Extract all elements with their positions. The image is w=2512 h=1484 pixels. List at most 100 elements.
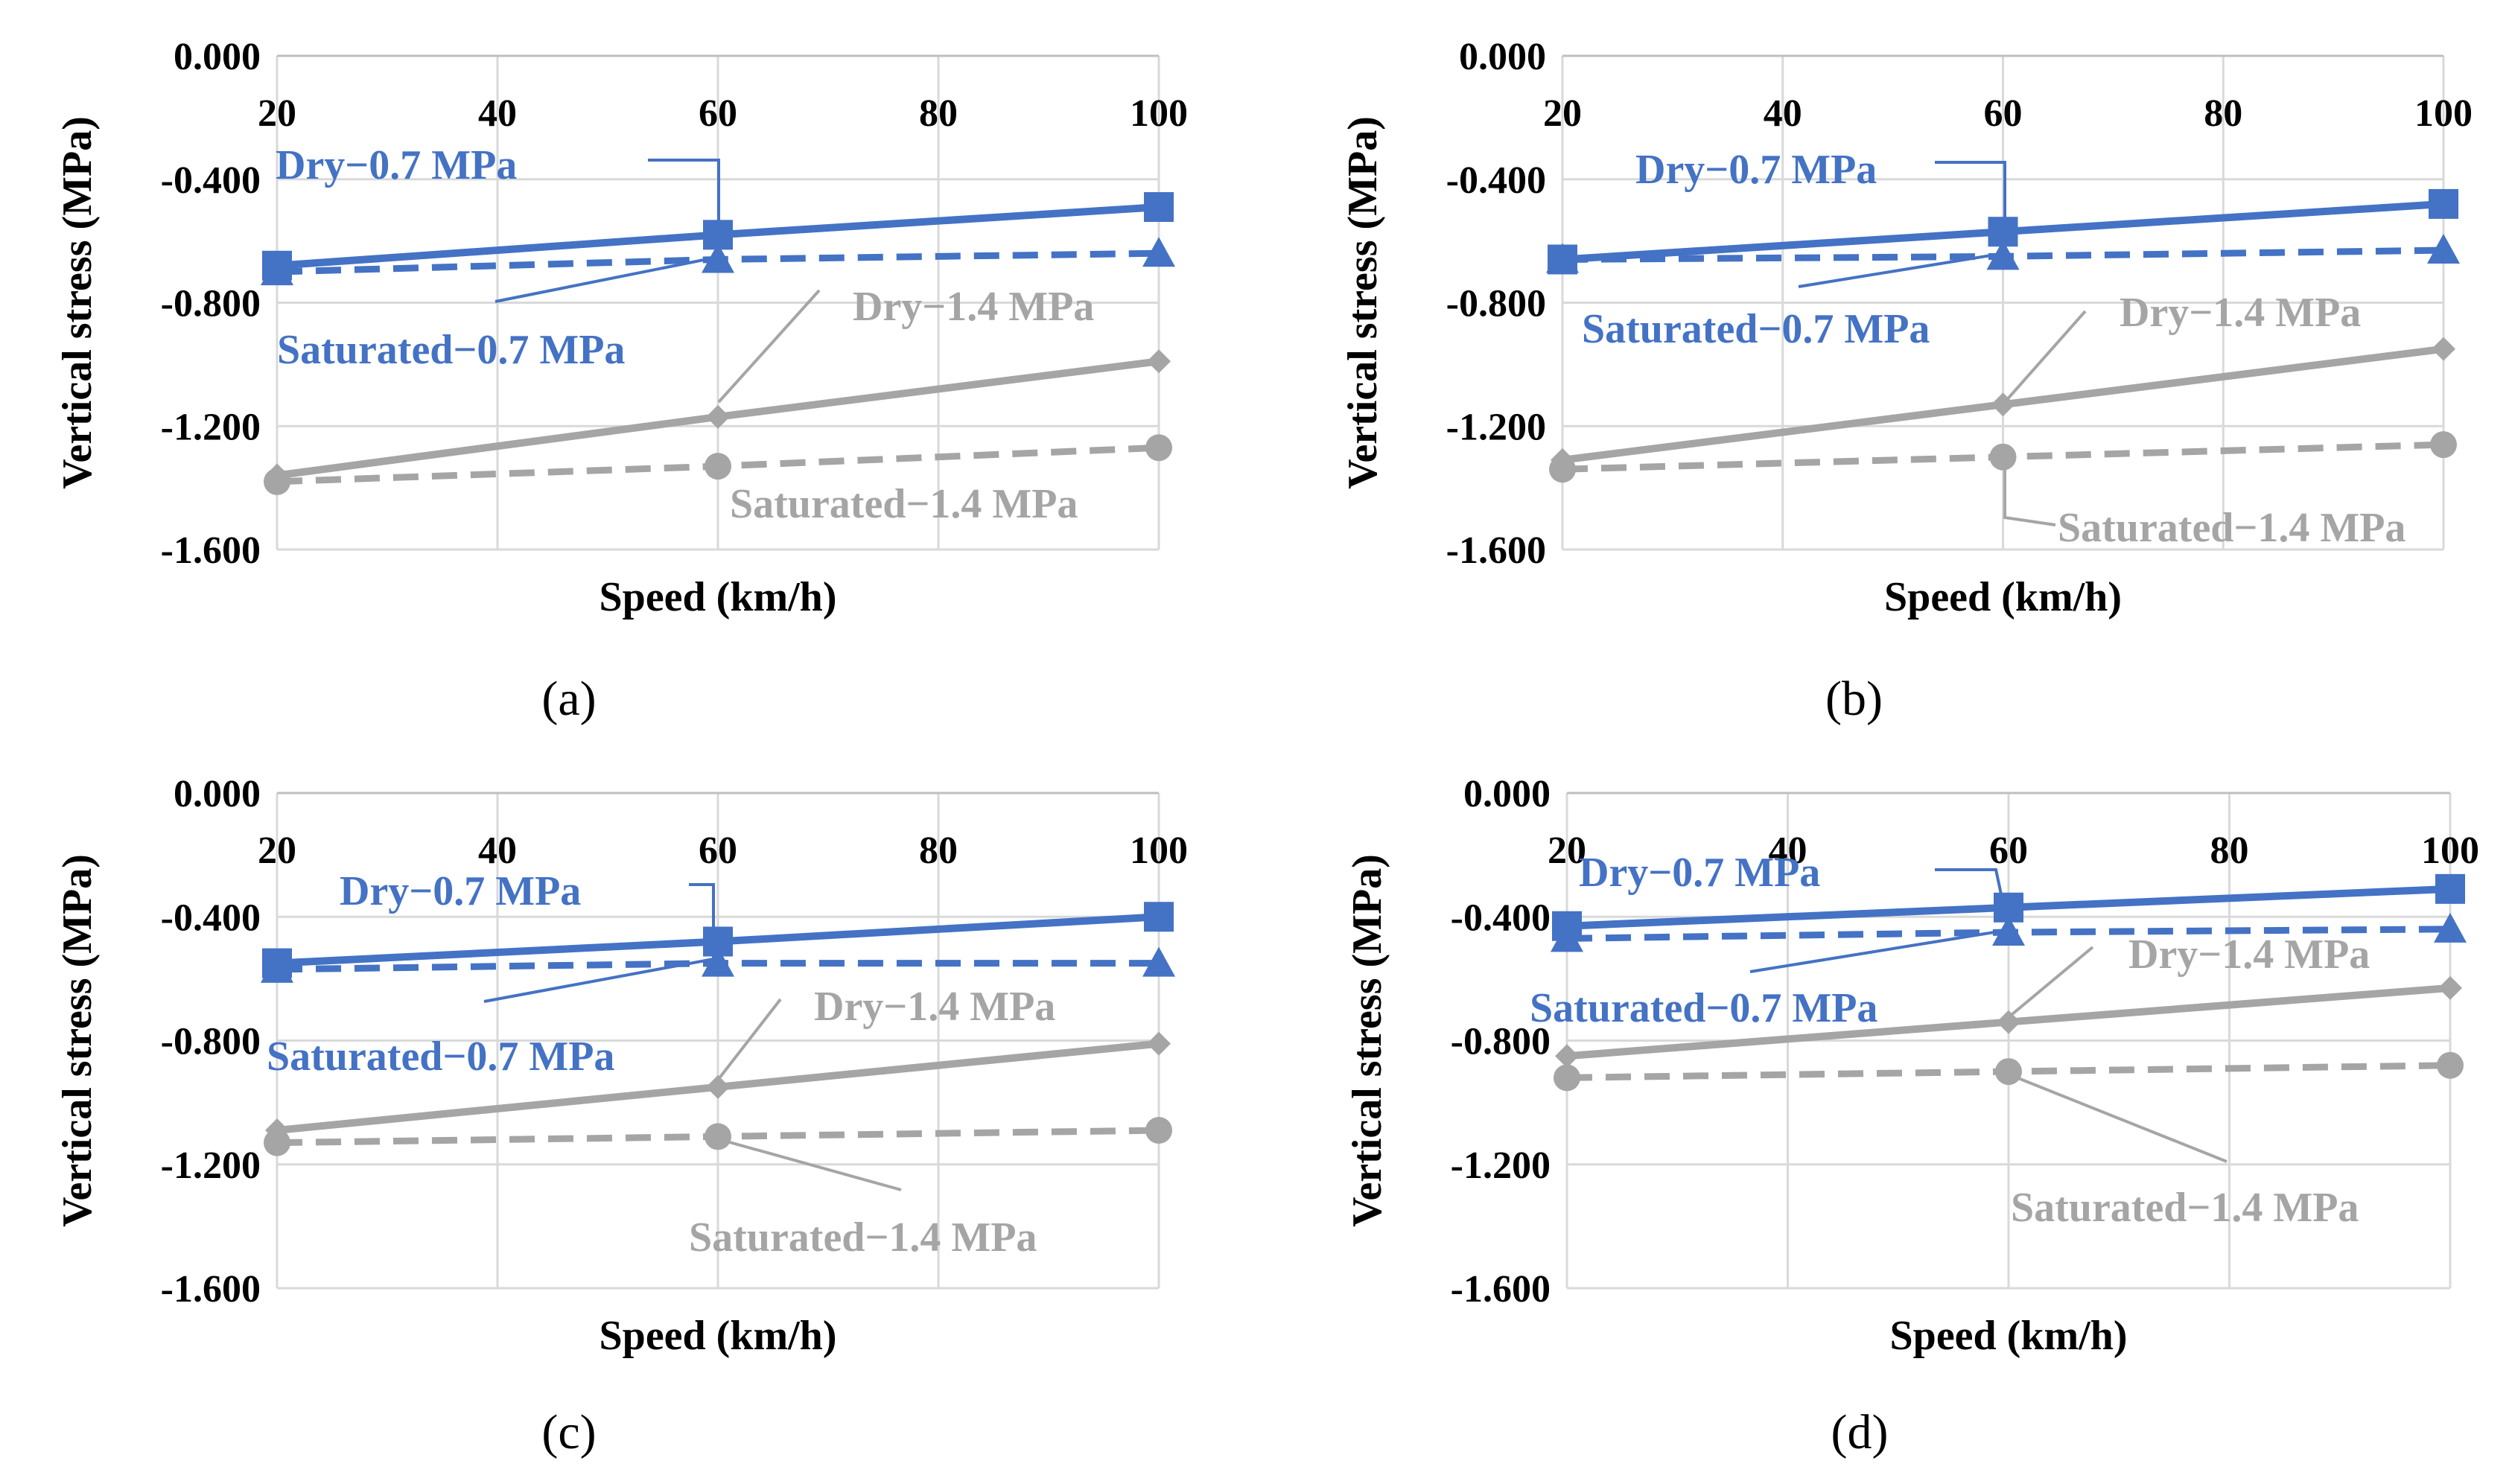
- x-tick-label: 100: [2421, 829, 2479, 872]
- data-point: [705, 1123, 731, 1150]
- data-point: [2438, 975, 2462, 1000]
- x-tick-label: 100: [2414, 92, 2473, 135]
- x-tick-label: 80: [919, 92, 958, 135]
- y-tick-label: 0.000: [1463, 773, 1551, 815]
- series-label: Saturated−1.4 MPa: [689, 1214, 1037, 1261]
- series-label: Dry−0.7 MPa: [1635, 147, 1877, 193]
- data-point: [1147, 1031, 1171, 1056]
- chart-panel-4: 0.000 -0.400 -0.800 -1.200 -1.600 20 40 60 80 100…: [1344, 773, 2479, 1459]
- panel-caption: (a): [541, 672, 596, 726]
- data-point: [262, 250, 292, 281]
- data-point: [1145, 434, 1172, 462]
- y-tick-label: -0.400: [1446, 159, 1546, 202]
- x-tick-label: 20: [258, 92, 296, 135]
- series-label: Dry−1.4 MPa: [2120, 290, 2361, 336]
- y-tick-label: -1.600: [161, 529, 261, 572]
- x-tick-label: 20: [1543, 92, 1582, 135]
- series-label: Saturated−1.4 MPa: [730, 481, 1078, 527]
- y-tick-label: -1.600: [1446, 529, 1546, 572]
- leader-line: [2003, 310, 2087, 404]
- y-tick-label: -0.800: [161, 283, 261, 325]
- x-tick-label: 40: [1769, 829, 1807, 872]
- data-point: [262, 948, 292, 978]
- y-tick-label: -1.200: [1446, 406, 1546, 448]
- data-point: [706, 404, 730, 429]
- panel-caption: (d): [1831, 1405, 1889, 1459]
- x-tick-label: 80: [2204, 92, 2242, 135]
- y-axis-title: Vertical stress (MPa): [1344, 854, 1390, 1227]
- x-tick-label: 60: [699, 92, 737, 135]
- data-point: [1551, 448, 1574, 472]
- series-label: Dry−1.4 MPa: [814, 984, 1055, 1030]
- data-point: [1142, 237, 1175, 267]
- series-label: Dry−1.4 MPa: [853, 284, 1094, 330]
- data-point: [1994, 892, 2023, 923]
- data-point: [1142, 946, 1175, 977]
- series-label: Saturated−0.7 MPa: [1530, 985, 1877, 1031]
- y-tick-label: -0.400: [1451, 897, 1551, 939]
- leader-line: [717, 289, 821, 404]
- data-point: [1554, 1064, 1580, 1092]
- y-tick-label: -0.400: [161, 897, 261, 939]
- y-axis-title: Vertical stress (MPa): [54, 854, 101, 1227]
- data-point: [1989, 443, 2017, 471]
- series-label: Dry−0.7 MPa: [276, 142, 517, 188]
- x-axis-title: Speed (km/h): [1890, 1313, 2128, 1359]
- data-point: [264, 1129, 290, 1156]
- data-point: [1145, 1117, 1172, 1144]
- chart-panel-2: 0.000 -0.400 -0.800 -1.200 -1.600 20 40 60 80 100…: [1340, 36, 2473, 726]
- series-label: Saturated−1.4 MPa: [2058, 505, 2406, 551]
- x-tick-label: 60: [1989, 829, 2028, 872]
- panel-caption: (b): [1825, 672, 1883, 726]
- data-point: [1992, 916, 2025, 946]
- data-point: [2434, 912, 2467, 943]
- data-point: [2435, 873, 2465, 904]
- data-point: [1997, 1010, 2020, 1034]
- data-point: [705, 453, 731, 480]
- data-point: [1995, 1058, 2022, 1086]
- y-axis-title: Vertical stress (MPa): [54, 116, 101, 489]
- leader-line: [495, 255, 719, 303]
- x-tick-label: 20: [258, 829, 296, 872]
- x-tick-label: 60: [1984, 92, 2023, 135]
- series-label: Saturated−0.7 MPa: [277, 327, 625, 373]
- y-tick-label: -1.200: [161, 406, 261, 448]
- y-tick-label: -1.600: [161, 1268, 261, 1311]
- x-tick-label: 100: [1130, 829, 1188, 872]
- y-axis-title: Vertical stress (MPa): [1340, 116, 1386, 489]
- data-point: [703, 220, 733, 250]
- data-point: [1548, 244, 1577, 275]
- x-tick-label: 40: [1764, 92, 1802, 135]
- leader-line: [689, 883, 715, 959]
- chart-panel-3: 0.000 -0.400 -0.800 -1.200 -1.600 20 40 60 80 100…: [54, 773, 1188, 1459]
- leader-line: [713, 1136, 902, 1191]
- x-tick-label: 80: [919, 829, 958, 872]
- series-label: Saturated−1.4 MPa: [2011, 1185, 2359, 1231]
- chart-panel-1: 0.000 -0.400 -0.800 -1.200 -1.600 20 40 60 80 100…: [54, 36, 1188, 726]
- leader-line: [2002, 946, 2094, 1023]
- data-point: [2432, 337, 2455, 361]
- x-tick-label: 80: [2210, 829, 2249, 872]
- x-tick-label: 40: [478, 829, 517, 872]
- data-point: [702, 946, 734, 977]
- y-tick-label: -1.200: [161, 1144, 261, 1187]
- y-tick-label: -0.800: [1446, 283, 1546, 325]
- data-point: [1147, 349, 1171, 374]
- series-label: Saturated−0.7 MPa: [1582, 306, 1930, 352]
- series-label: Saturated−0.7 MPa: [267, 1034, 614, 1080]
- data-point: [1144, 192, 1174, 223]
- leader-line: [2003, 465, 2056, 526]
- x-tick-label: 60: [699, 829, 737, 872]
- data-point: [265, 1118, 289, 1143]
- data-point: [1555, 1044, 1579, 1069]
- y-tick-label: -1.200: [1451, 1144, 1551, 1187]
- series-label: Dry−1.4 MPa: [2128, 932, 2370, 978]
- data-point: [2427, 234, 2460, 264]
- y-tick-label: 0.000: [1459, 36, 1546, 78]
- y-tick-label: 0.000: [174, 36, 261, 78]
- y-tick-label: 0.000: [174, 773, 261, 815]
- data-point: [1988, 217, 2018, 247]
- leader-line: [1798, 252, 2006, 288]
- data-point: [706, 1074, 730, 1099]
